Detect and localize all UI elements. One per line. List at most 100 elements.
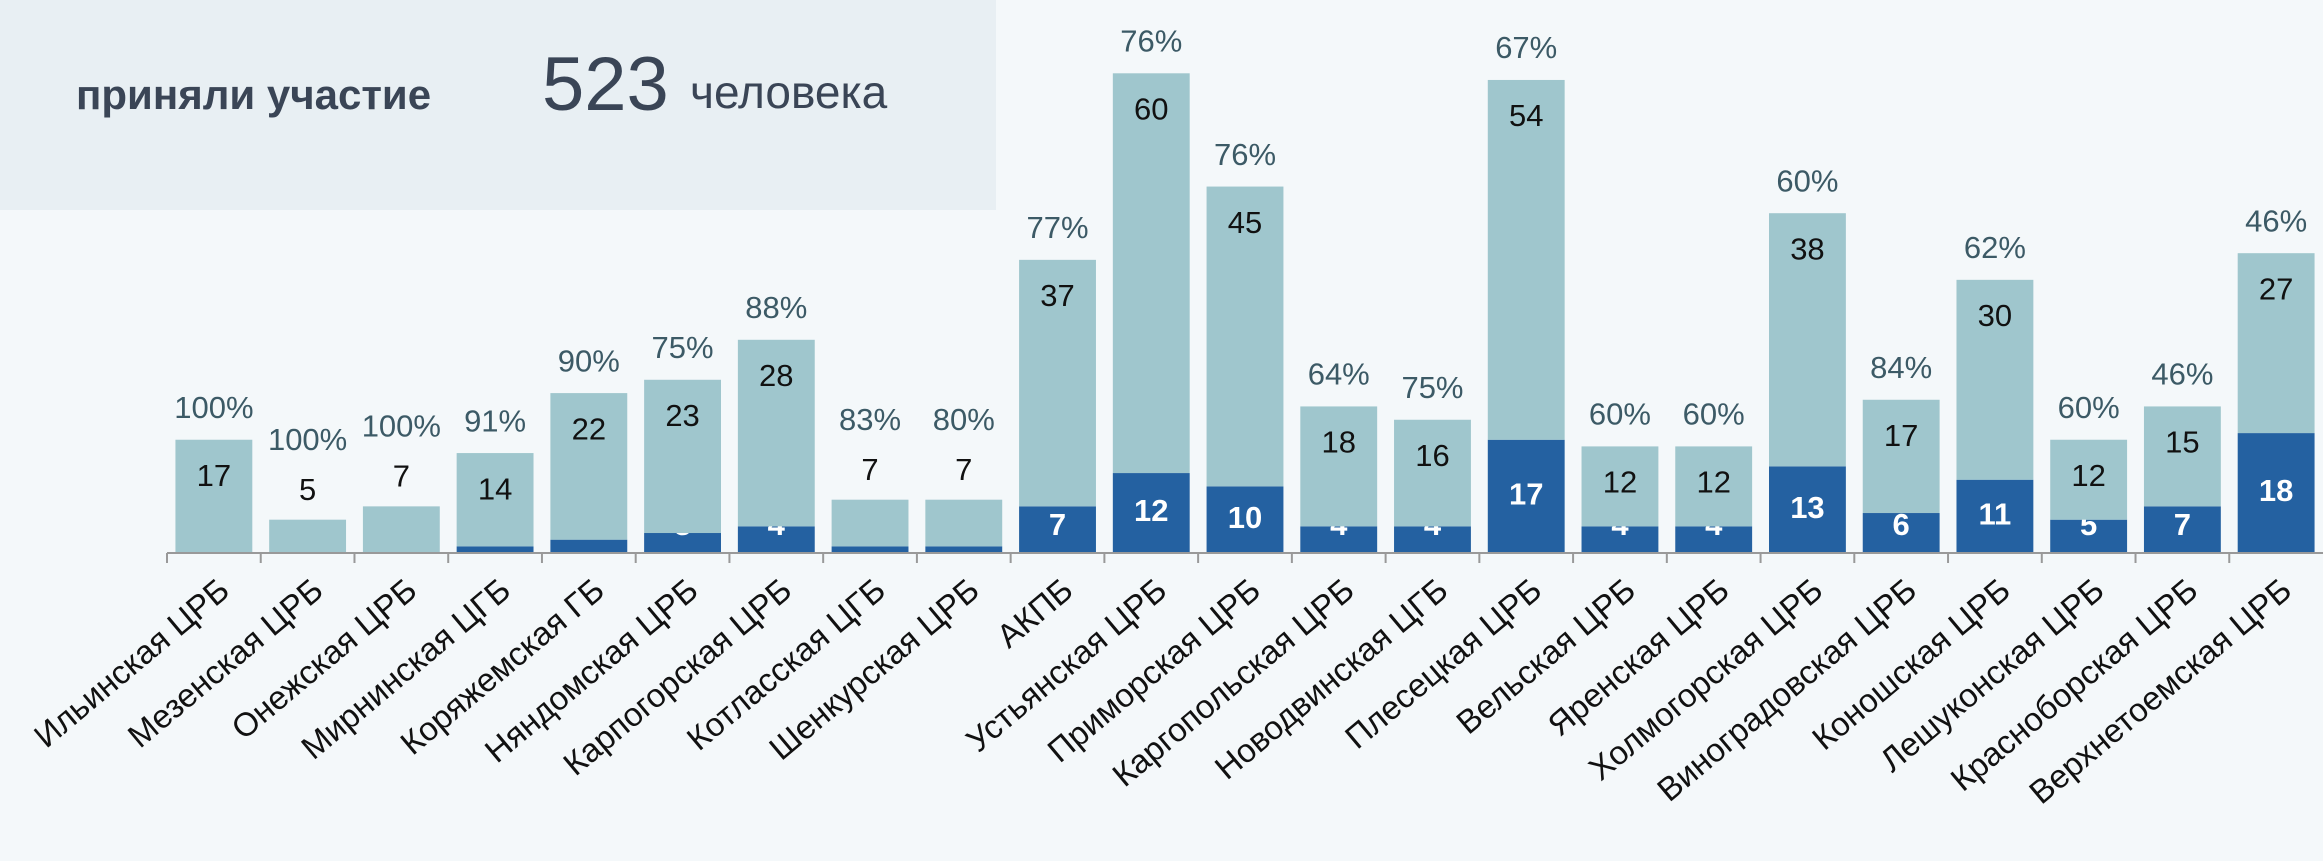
percent-label: 80% (933, 402, 995, 437)
bar-segment (1112, 473, 1190, 553)
bar-segment (1487, 439, 1565, 553)
percent-label: 46% (2151, 357, 2213, 392)
data-label: 7 (393, 459, 410, 494)
data-label: 13 (1790, 490, 1824, 525)
percent-label: 100% (268, 422, 347, 457)
header-panel (0, 0, 996, 210)
data-label: 22 (572, 411, 606, 446)
percent-label: 76% (1214, 137, 1276, 172)
bar-segment (175, 439, 253, 553)
percent-label: 75% (1401, 370, 1463, 405)
data-label: 45 (1228, 205, 1262, 240)
bar-segment (1862, 399, 1940, 514)
data-label: 28 (759, 358, 793, 393)
bar-segment (1675, 446, 1753, 527)
bar-segment (2050, 519, 2128, 553)
data-label: 16 (1415, 438, 1449, 473)
bar-segment (1581, 446, 1659, 527)
percent-label: 84% (1870, 350, 1932, 385)
data-label: 6 (1893, 507, 1910, 542)
percent-label: 60% (1589, 397, 1651, 432)
bar-segment (2143, 506, 2221, 553)
data-label: 17 (197, 458, 231, 493)
data-label: 18 (1321, 425, 1355, 460)
percent-label: 75% (652, 330, 714, 365)
data-label: 7 (861, 452, 878, 487)
bar-segment (831, 499, 909, 547)
bar-segment (831, 546, 909, 553)
data-label: 7 (955, 452, 972, 487)
percent-label: 60% (2058, 390, 2120, 425)
data-label: 38 (1790, 231, 1824, 266)
bar-segment (1581, 526, 1659, 553)
data-label: 18 (2259, 473, 2293, 508)
data-label: 12 (1603, 465, 1637, 500)
bar-segment (1675, 526, 1753, 553)
bar-segment (1112, 73, 1190, 474)
data-label: 11 (1979, 497, 2012, 532)
bar-segment (1019, 259, 1096, 507)
percent-label: 67% (1495, 30, 1557, 65)
percent-label: 60% (1683, 397, 1745, 432)
bar-segment (550, 393, 628, 540)
percent-label: 100% (174, 390, 253, 425)
data-label: 7 (2174, 507, 2191, 542)
bar-segment (362, 506, 440, 553)
percent-label: 64% (1308, 357, 1370, 392)
data-label: 30 (1978, 298, 2012, 333)
data-label: 14 (478, 471, 512, 506)
data-label: 37 (1040, 278, 1074, 313)
percent-label: 88% (745, 290, 807, 325)
bar-segment (550, 539, 628, 553)
bar-segment (456, 546, 534, 553)
bar-segment (644, 379, 721, 534)
bar-segment (2237, 433, 2315, 553)
bar-segment (1300, 406, 1378, 527)
bar-segment (1769, 213, 1846, 467)
bar-segment (2237, 253, 2315, 434)
bar-segment (1394, 526, 1471, 553)
percent-label: 100% (362, 409, 441, 444)
data-label: 27 (2259, 271, 2293, 306)
bar-segment (925, 546, 1003, 553)
data-label: 12 (1134, 493, 1168, 528)
bar-segment (456, 453, 534, 547)
bar-segment (737, 526, 815, 553)
percent-label: 46% (2245, 203, 2307, 238)
percent-label: 91% (464, 403, 526, 438)
bar-segment (1956, 479, 2034, 553)
bar-segment (2143, 406, 2221, 507)
percent-label: 62% (1964, 230, 2026, 265)
bar-segment (1394, 419, 1471, 527)
header-count: 523 (542, 42, 669, 127)
bar-segment (644, 533, 721, 553)
percent-label: 77% (1026, 210, 1088, 245)
bar-segment (925, 499, 1003, 547)
data-label: 7 (1049, 507, 1066, 542)
data-label: 5 (299, 472, 316, 507)
data-label: 15 (2165, 425, 2199, 460)
bar-segment (1300, 526, 1378, 553)
percent-label: 60% (1776, 163, 1838, 198)
percent-label: 76% (1120, 23, 1182, 58)
data-label: 10 (1228, 500, 1262, 535)
percent-label: 90% (558, 343, 620, 378)
data-label: 12 (2071, 458, 2105, 493)
bar-segment (1956, 279, 2034, 480)
bar-segment (1769, 466, 1846, 553)
data-label: 12 (1696, 465, 1730, 500)
bar-segment (1019, 506, 1096, 553)
bar-segment (1206, 186, 1284, 487)
bar-segment (737, 339, 815, 527)
data-label: 17 (1884, 418, 1918, 453)
data-label: 60 (1134, 91, 1168, 126)
data-label: 17 (1509, 477, 1543, 512)
data-label: 54 (1509, 98, 1543, 133)
header-unit: человека (690, 66, 888, 118)
bar-segment (1487, 79, 1565, 440)
percent-label: 83% (839, 402, 901, 437)
header-label: приняли участие (76, 71, 431, 118)
bar-segment (2050, 439, 2128, 520)
